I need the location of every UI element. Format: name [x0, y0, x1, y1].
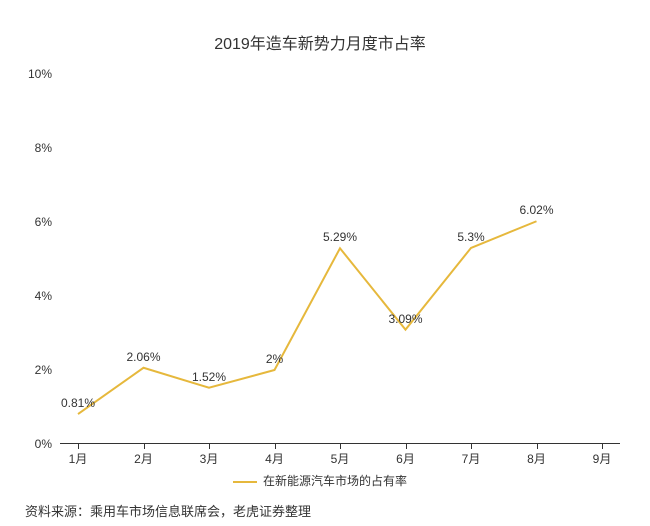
legend-swatch [233, 481, 257, 483]
x-tick [537, 444, 538, 449]
x-tick-label: 8月 [527, 450, 546, 467]
x-tick [471, 444, 472, 449]
x-tick-label: 4月 [265, 450, 284, 467]
x-tick [144, 444, 145, 449]
x-tick-label: 1月 [69, 450, 88, 467]
data-point-label: 2.06% [126, 350, 160, 364]
data-point-label: 2% [266, 352, 283, 366]
x-tick-label: 5月 [331, 450, 350, 467]
data-point-label: 5.29% [323, 230, 357, 244]
y-tick-label: 0% [35, 437, 52, 451]
x-tick [602, 444, 603, 449]
data-point-label: 3.09% [388, 311, 422, 325]
legend-label: 在新能源汽车市场的占有率 [263, 474, 407, 488]
y-tick-label: 6% [35, 215, 52, 229]
y-tick-label: 2% [35, 363, 52, 377]
x-tick-label: 9月 [593, 450, 612, 467]
legend: 在新能源汽车市场的占有率 [20, 472, 620, 489]
data-point-label: 5.3% [457, 230, 484, 244]
plot-area: 0%2%4%6%8%10%1月2月3月4月5月6月7月8月9月0.81%2.06… [60, 74, 620, 444]
data-point-label: 0.81% [61, 396, 95, 410]
x-tick-label: 6月 [396, 450, 415, 467]
chart-title: 2019年造车新势力月度市占率 [20, 30, 620, 54]
x-tick [406, 444, 407, 449]
y-tick-label: 8% [35, 141, 52, 155]
line-series [60, 74, 620, 444]
x-tick [340, 444, 341, 449]
x-tick-label: 7月 [462, 450, 481, 467]
x-tick [209, 444, 210, 449]
x-tick-label: 3月 [200, 450, 219, 467]
y-tick-label: 4% [35, 289, 52, 303]
x-tick [78, 444, 79, 449]
y-tick-label: 10% [28, 67, 52, 81]
source-label: 资料来源：乘用车市场信息联席会，老虎证券整理 [25, 501, 620, 520]
data-point-label: 6.02% [519, 203, 553, 217]
x-tick-label: 2月 [134, 450, 153, 467]
x-tick [275, 444, 276, 449]
chart-container: 2019年造车新势力月度市占率 0%2%4%6%8%10%1月2月3月4月5月6… [0, 0, 650, 526]
data-point-label: 1.52% [192, 370, 226, 384]
